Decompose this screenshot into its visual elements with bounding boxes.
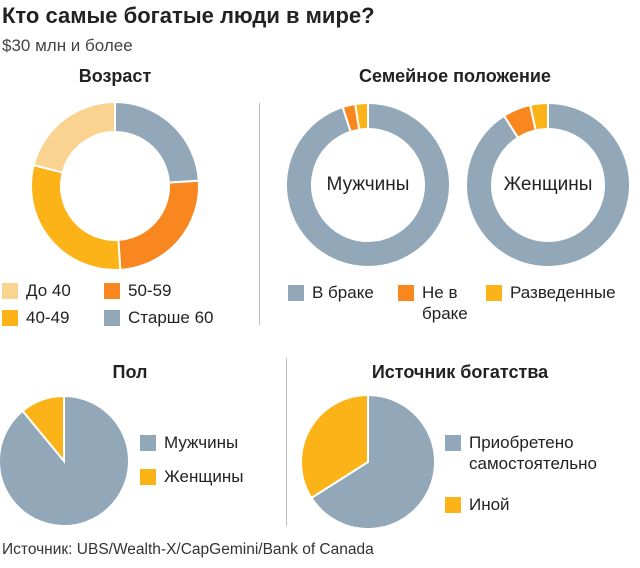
legend-label: Иной <box>469 495 510 514</box>
legend-item-married: В браке <box>288 282 374 303</box>
legend-swatch <box>486 285 502 301</box>
legend-item-men: Мужчины <box>140 432 238 453</box>
wealth-pie-chart <box>300 393 436 530</box>
legend-item-over60: Старше 60 <box>104 307 214 328</box>
source-note: Источник: UBS/Wealth-X/CapGemini/Bank of… <box>2 541 374 558</box>
legend-item-other: Иной <box>445 494 510 515</box>
slice-женщины <box>21 394 65 464</box>
page-title: Кто самые богатые люди в мире? <box>2 3 375 28</box>
slice-до-40 <box>32 100 116 174</box>
slice-в-браке <box>465 101 631 268</box>
slice-40-49 <box>30 163 122 271</box>
legend-label: В браке <box>312 283 374 302</box>
legend-item-women: Женщины <box>140 466 243 487</box>
legend-item-40-49: 40-49 <box>2 307 69 328</box>
legend-swatch <box>445 497 461 513</box>
legend-swatch <box>445 435 461 451</box>
slice-разведенные <box>354 101 369 131</box>
legend-item-50-59: 50-59 <box>104 280 171 301</box>
legend-swatch <box>104 283 120 299</box>
slice-старше-60 <box>114 100 200 184</box>
divider-top <box>259 103 260 325</box>
legend-swatch <box>104 310 120 326</box>
family-chart-title: Семейное положение <box>359 66 551 86</box>
slice-разведенные <box>528 101 549 132</box>
legend-label: Разведенные <box>510 283 616 302</box>
legend-label: 40-49 <box>26 308 70 327</box>
slice-приобретено-самостоятельно <box>310 393 436 530</box>
gender-chart-title: Пол <box>112 362 148 382</box>
legend-swatch <box>2 310 18 326</box>
page-subtitle: $30 млн и более <box>2 36 133 55</box>
age-donut-chart <box>30 100 200 271</box>
legend-label: Женщины <box>164 467 244 486</box>
gender-pie-chart <box>0 394 130 527</box>
legend-item-divorced: Разведенные <box>486 282 616 303</box>
legend-swatch <box>288 285 304 301</box>
men-donut-label: Мужчины <box>326 174 410 195</box>
slice-иной <box>300 393 369 500</box>
legend-label: Приобретено самостоятельно <box>469 433 597 473</box>
legend-swatch <box>140 435 156 451</box>
legend-swatch <box>398 285 414 301</box>
women-donut-label: Женщины <box>503 174 593 195</box>
legend-item-self-made: Приобретено самостоятельно <box>445 432 639 474</box>
divider-bottom <box>286 358 287 526</box>
legend-swatch <box>140 469 156 485</box>
slice-50-59 <box>117 179 200 271</box>
legend-swatch <box>2 283 18 299</box>
legend-label: 50-59 <box>128 281 172 300</box>
legend-item-not-married: Не в браке <box>398 282 482 324</box>
family-women-donut-chart <box>465 101 631 268</box>
family-men-donut-chart <box>285 101 451 268</box>
age-chart-title: Возраст <box>78 66 152 86</box>
legend-label: Мужчины <box>164 433 239 452</box>
legend-label: Старше 60 <box>128 308 214 327</box>
legend-label: Не в браке <box>422 283 468 323</box>
legend-label: До 40 <box>26 281 71 300</box>
slice-в-браке <box>285 101 451 268</box>
wealth-chart-title: Источник богатства <box>371 362 549 382</box>
legend-item-under40: До 40 <box>2 280 71 301</box>
